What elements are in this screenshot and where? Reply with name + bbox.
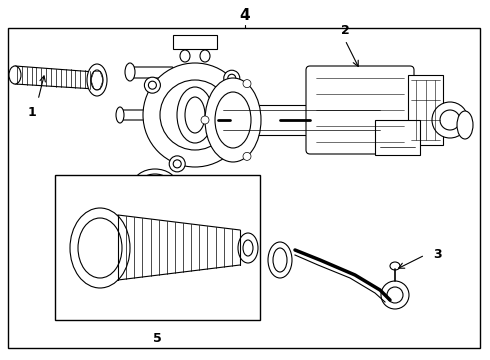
- Ellipse shape: [139, 174, 171, 196]
- Text: 4: 4: [240, 8, 250, 22]
- Ellipse shape: [185, 97, 205, 133]
- Bar: [8, 28, 480, 348]
- Bar: [218, 105, 385, 135]
- Ellipse shape: [205, 78, 261, 162]
- Bar: [55, 175, 260, 320]
- FancyBboxPatch shape: [306, 66, 414, 154]
- Circle shape: [169, 156, 185, 172]
- Circle shape: [381, 281, 409, 309]
- Circle shape: [201, 116, 209, 124]
- Ellipse shape: [70, 208, 130, 288]
- Circle shape: [243, 152, 251, 160]
- Ellipse shape: [116, 107, 124, 123]
- Ellipse shape: [78, 218, 122, 278]
- Ellipse shape: [268, 242, 292, 278]
- Circle shape: [228, 74, 236, 82]
- Circle shape: [148, 81, 156, 89]
- FancyBboxPatch shape: [129, 67, 173, 78]
- Ellipse shape: [87, 64, 107, 96]
- Ellipse shape: [243, 240, 253, 256]
- Ellipse shape: [91, 70, 103, 90]
- Circle shape: [243, 80, 251, 87]
- Polygon shape: [15, 66, 95, 89]
- Circle shape: [224, 70, 240, 86]
- Ellipse shape: [177, 87, 213, 143]
- Circle shape: [440, 110, 460, 130]
- Ellipse shape: [273, 248, 287, 272]
- Circle shape: [145, 77, 160, 93]
- Circle shape: [432, 102, 468, 138]
- Ellipse shape: [390, 262, 400, 270]
- Ellipse shape: [133, 169, 177, 201]
- Ellipse shape: [9, 66, 21, 84]
- Circle shape: [143, 63, 247, 167]
- Ellipse shape: [125, 63, 135, 81]
- Ellipse shape: [200, 50, 210, 62]
- Bar: [173, 35, 217, 49]
- Text: 3: 3: [433, 248, 441, 261]
- Bar: [375, 120, 420, 155]
- Circle shape: [173, 160, 181, 168]
- Circle shape: [160, 80, 230, 150]
- Ellipse shape: [238, 233, 258, 263]
- Ellipse shape: [180, 50, 190, 62]
- FancyBboxPatch shape: [119, 110, 159, 120]
- Bar: [408, 75, 443, 145]
- Text: 2: 2: [341, 23, 349, 36]
- Circle shape: [387, 287, 403, 303]
- Ellipse shape: [215, 92, 251, 148]
- Text: 5: 5: [153, 332, 162, 345]
- Ellipse shape: [457, 111, 473, 139]
- Text: 1: 1: [27, 105, 36, 118]
